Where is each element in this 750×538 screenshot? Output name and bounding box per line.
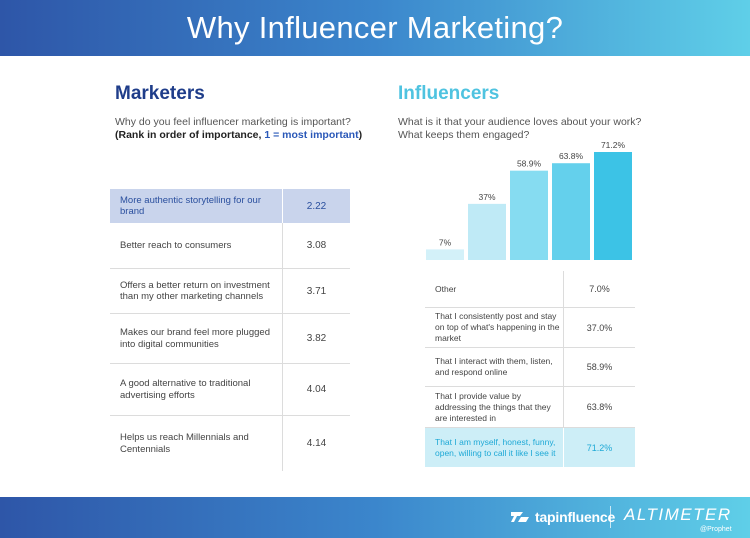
tapinfluence-mark-icon: [511, 512, 529, 522]
row-label: That I am myself, honest, funny, open, w…: [435, 436, 556, 458]
bar-0: [426, 249, 464, 260]
altimeter-subtitle: @Prophet: [700, 526, 732, 533]
marketers-table: More authentic storytelling for our bran…: [110, 189, 350, 471]
header-banner: Why Influencer Marketing?: [0, 0, 750, 56]
influencers-table: Other 7.0% That I consistently post and …: [425, 271, 635, 467]
row-value: 3.82: [282, 314, 350, 363]
row-label: More authentic storytelling for our bran…: [120, 194, 261, 218]
table-row: Better reach to consumers 3.08: [110, 223, 350, 269]
row-label: Makes our brand feel more plugged into d…: [120, 327, 270, 350]
bar-label-4: 71.2%: [601, 140, 626, 150]
tapinfluence-logo: tapinfluence: [510, 509, 615, 525]
row-label: That I interact with them, listen, and r…: [435, 356, 553, 377]
row-value: 4.14: [282, 416, 350, 471]
rank-suffix: ): [358, 129, 363, 141]
row-value: 71.2%: [563, 428, 635, 467]
table-row: That I am myself, honest, funny, open, w…: [425, 428, 635, 467]
bar-2: [510, 170, 548, 260]
table-row: That I consistently post and stay on top…: [425, 308, 635, 348]
row-label: Helps us reach Millennials and Centennia…: [120, 432, 249, 455]
bar-label-3: 63.8%: [559, 151, 584, 161]
row-label: Other: [435, 283, 457, 294]
table-row: Offers a better return on investment tha…: [110, 269, 350, 314]
marketers-heading: Marketers: [115, 83, 205, 104]
row-value: 58.9%: [563, 348, 635, 386]
bar-3: [552, 163, 590, 260]
bar-label-0: 7%: [439, 237, 452, 247]
table-row: Helps us reach Millennials and Centennia…: [110, 416, 350, 471]
tapinfluence-wordmark: tapinfluence: [535, 509, 616, 525]
influencers-question-line2: What keeps them engaged?: [398, 129, 530, 141]
row-value: 2.22: [282, 189, 350, 223]
altimeter-logo: ALTIMETER @Prophet: [624, 505, 732, 533]
row-label: That I consistently post and stay on top…: [435, 311, 560, 343]
table-row: Makes our brand feel more plugged into d…: [110, 314, 350, 364]
table-row: That I interact with them, listen, and r…: [425, 348, 635, 387]
row-value: 4.04: [282, 364, 350, 415]
table-row: Other 7.0%: [425, 271, 635, 308]
footer-banner: tapinfluence ALTIMETER @Prophet: [0, 497, 750, 538]
bar-label-1: 37%: [478, 192, 495, 202]
page-title: Why Influencer Marketing?: [186, 10, 564, 45]
influencers-heading: Influencers: [398, 83, 500, 104]
table-row: A good alternative to traditional advert…: [110, 364, 350, 416]
row-label: That I provide value by addressing the t…: [435, 390, 551, 423]
bar-label-2: 58.9%: [517, 159, 542, 169]
row-label: Better reach to consumers: [120, 239, 232, 251]
row-value: 3.71: [282, 269, 350, 313]
row-value: 3.08: [282, 223, 350, 268]
rank-prefix: (Rank in order of importance,: [115, 129, 265, 141]
altimeter-wordmark: ALTIMETER: [624, 505, 732, 524]
influencers-bar-chart: 7% 37% 58.9% 63.8% 71.2%: [426, 140, 632, 260]
influencers-question-line1: What is it that your audience loves abou…: [398, 116, 642, 128]
rank-highlight: 1 = most important: [264, 129, 359, 141]
bar-1: [468, 203, 506, 260]
table-row: That I provide value by addressing the t…: [425, 387, 635, 428]
row-value: 63.8%: [563, 387, 635, 427]
marketers-rank-instruction: (Rank in order of importance, 1 = most i…: [115, 129, 362, 141]
row-value: 37.0%: [563, 308, 635, 347]
row-label: A good alternative to traditional advert…: [120, 378, 251, 401]
logo-divider: [610, 506, 611, 528]
row-value: 7.0%: [563, 271, 635, 307]
bar-4: [594, 152, 632, 260]
marketers-question: Why do you feel influencer marketing is …: [115, 116, 351, 128]
table-row: More authentic storytelling for our bran…: [110, 189, 350, 223]
row-label: Offers a better return on investment tha…: [120, 279, 270, 303]
